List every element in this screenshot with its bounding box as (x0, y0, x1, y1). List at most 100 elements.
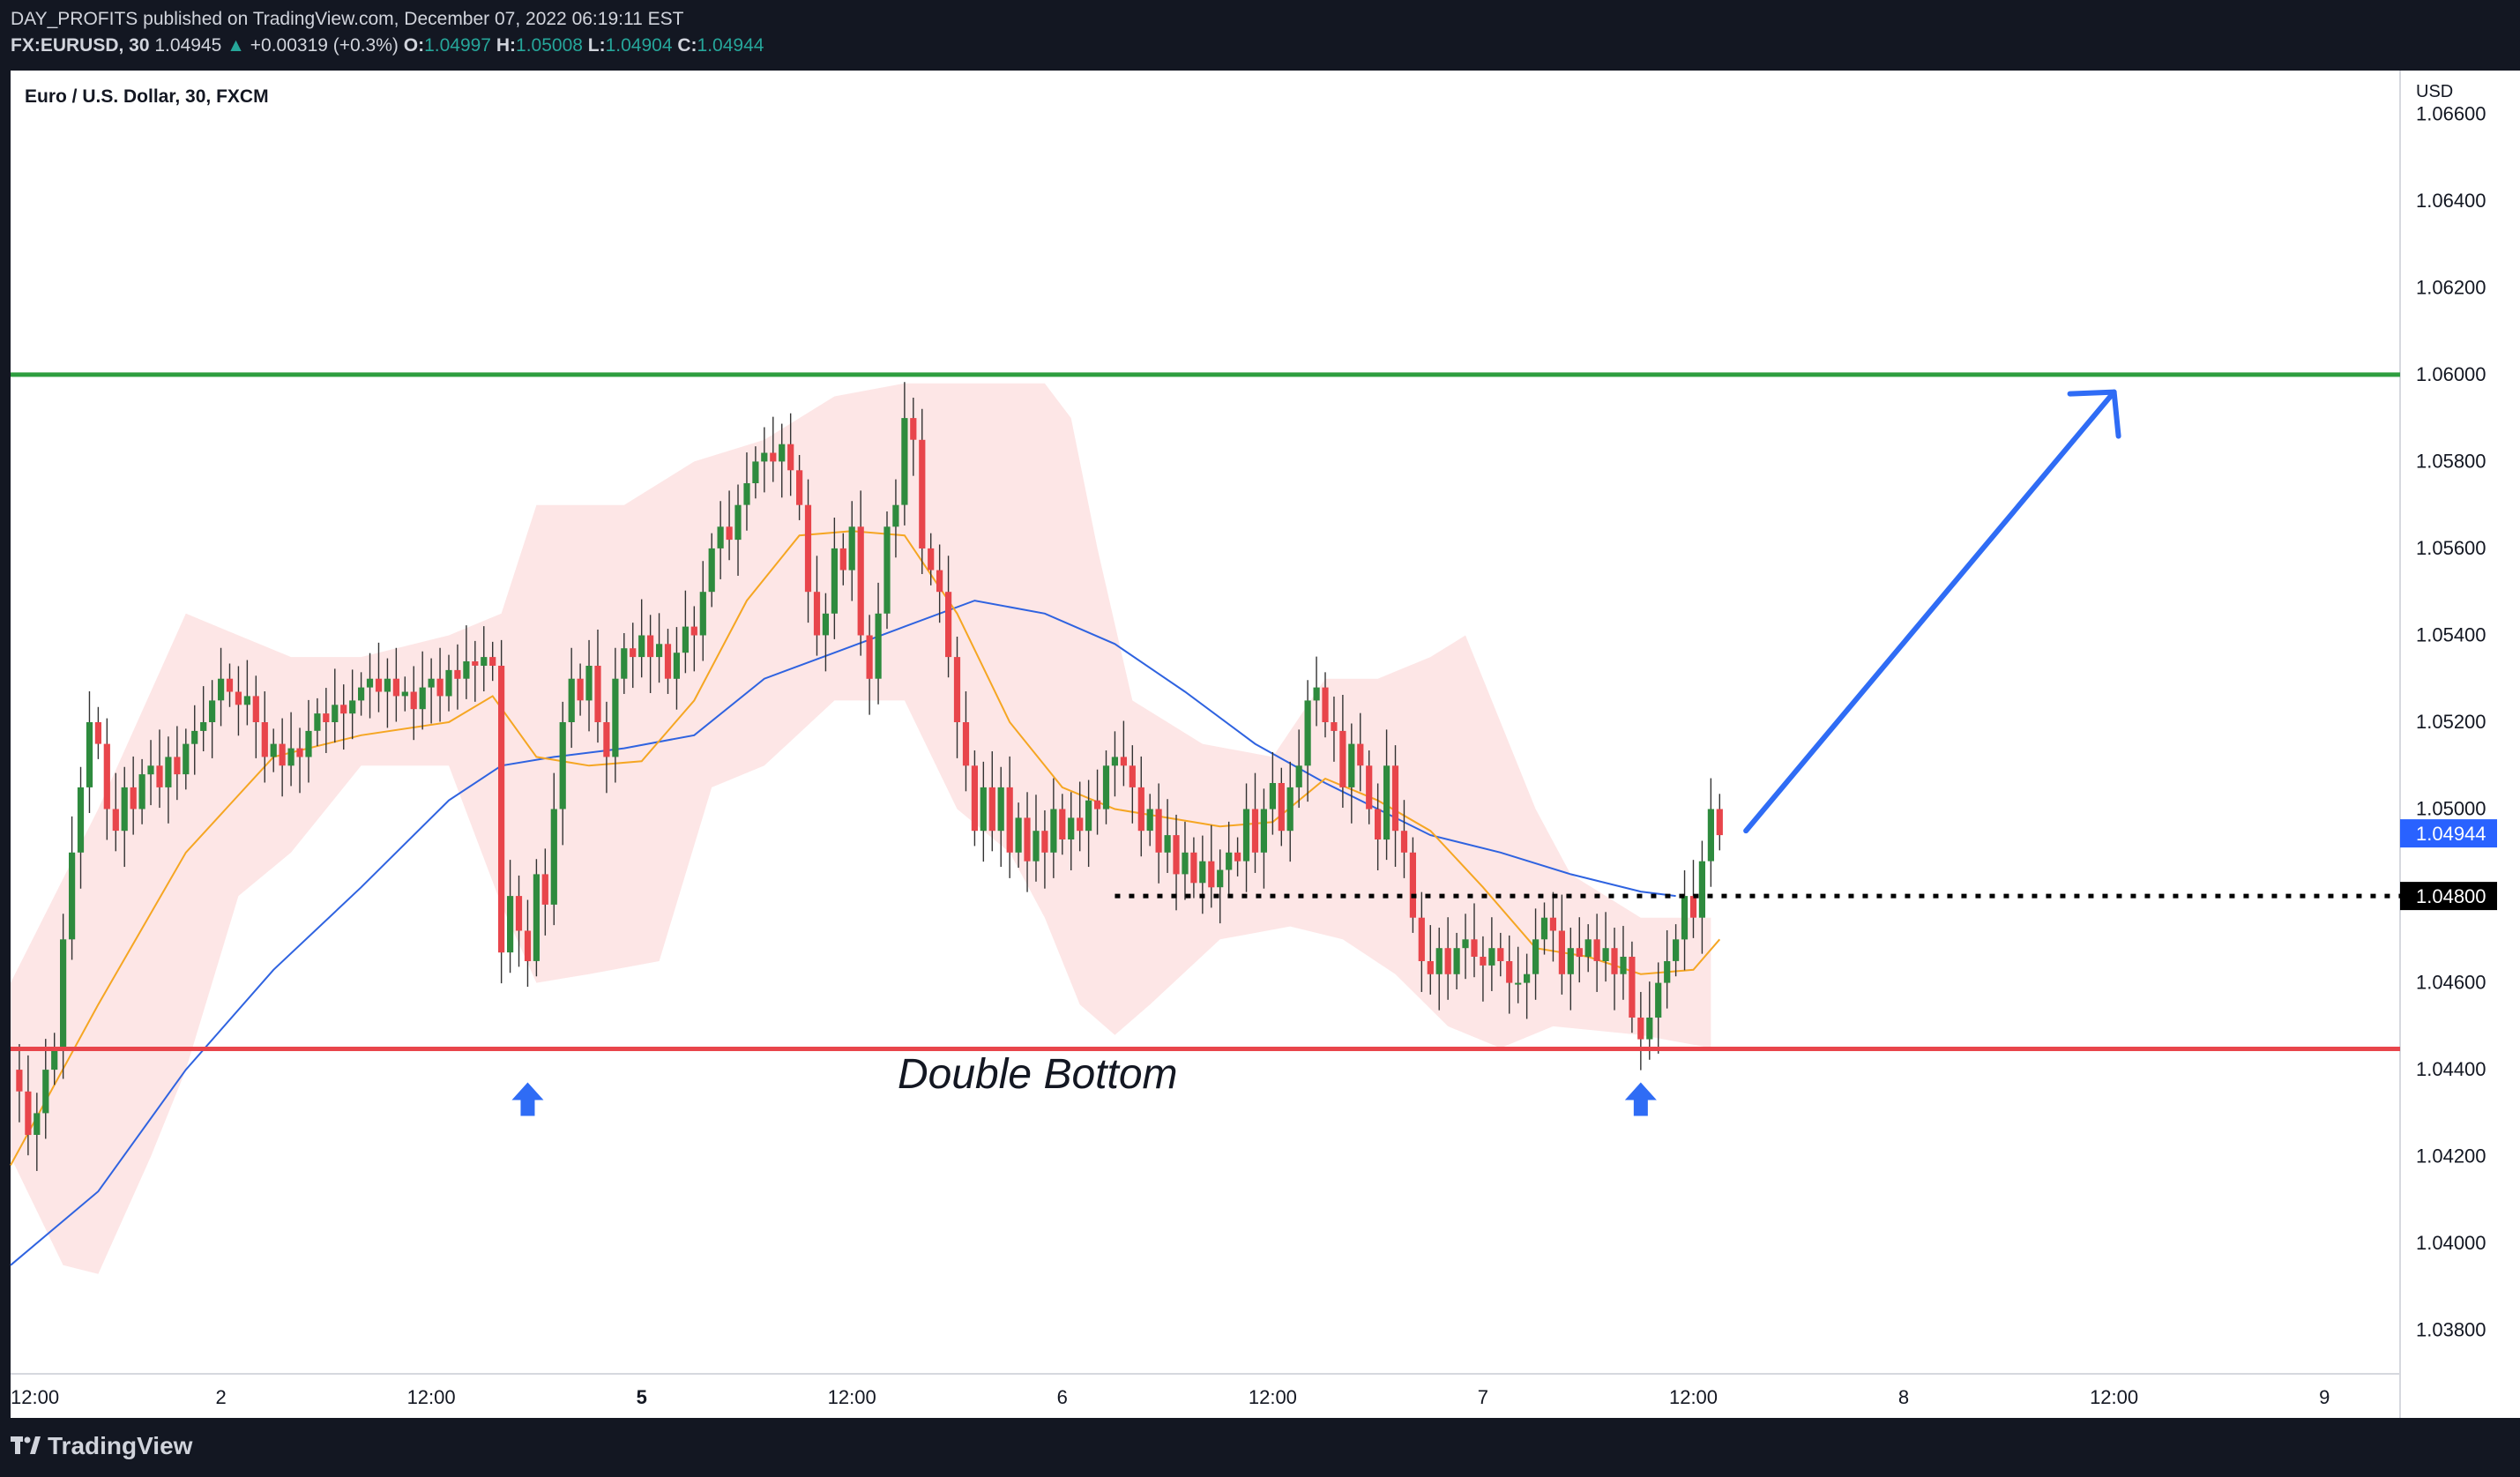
neckline-price-label: 1.04800 (2416, 885, 2486, 907)
symbol-label[interactable]: FX:EURUSD, 30 (11, 35, 150, 56)
candle-body (1664, 961, 1671, 983)
tradingview-brand: TradingView (48, 1432, 193, 1459)
x-tick-label: 12:00 (1669, 1386, 1718, 1408)
candle-body (1077, 817, 1084, 832)
candle-body (1549, 917, 1556, 931)
candle-body (1567, 948, 1574, 974)
candle-body (156, 765, 163, 787)
candle-body (332, 705, 339, 722)
candle-body (997, 787, 1004, 832)
candle-body (1532, 939, 1540, 974)
candle-body (892, 504, 899, 527)
price-change: +0.00319 (+0.3%) (250, 35, 399, 56)
x-tick-label: 12:00 (407, 1386, 456, 1408)
candle-body (1094, 800, 1101, 809)
candle-body (384, 678, 391, 692)
candle-body (472, 661, 479, 666)
candle-body (717, 526, 724, 548)
y-tick-label: 1.06600 (2416, 102, 2486, 124)
candle-body (515, 896, 523, 931)
candle-body (1453, 948, 1460, 974)
candle-body (51, 1048, 58, 1070)
low-label: L: (587, 35, 606, 56)
y-tick-label: 1.03800 (2416, 1319, 2486, 1341)
candle-body (866, 635, 873, 679)
candle-body (270, 743, 277, 757)
candle-body (638, 635, 645, 658)
candle-body (401, 691, 408, 697)
candle-body (1164, 835, 1171, 853)
candle-body (1400, 831, 1408, 853)
moving-averages (10, 530, 1721, 1266)
candle-body (218, 678, 225, 701)
candle-body (16, 1070, 23, 1092)
y-tick-label: 1.06400 (2416, 190, 2486, 212)
candle-body (1146, 809, 1153, 832)
candle-body (1339, 730, 1346, 787)
candle-body (980, 787, 987, 832)
candle-body (34, 1113, 41, 1135)
candle-body (1234, 852, 1241, 862)
candle-body (1278, 783, 1285, 832)
candle-body (971, 765, 978, 832)
high-value: 1.05008 (516, 35, 583, 56)
candle-body (1155, 809, 1162, 853)
candle-body (1558, 930, 1565, 974)
candle-body (1716, 809, 1723, 836)
candle-body (962, 722, 970, 766)
candle-body (305, 730, 312, 757)
current-price-label: 1.04944 (2416, 823, 2486, 845)
candle-body (165, 757, 172, 787)
candle-body (1199, 861, 1206, 884)
candle-body (1208, 861, 1215, 888)
candle-body (1269, 783, 1276, 809)
candle-body (1409, 852, 1416, 918)
candle-body (94, 722, 101, 744)
chart-title: Euro / U.S. Dollar, 30, FXCM (25, 86, 269, 107)
candle-body (428, 678, 435, 688)
y-tick-label: 1.04200 (2416, 1145, 2486, 1167)
candle-body (130, 787, 137, 809)
candle-body (86, 722, 93, 787)
candle-body (883, 526, 891, 614)
x-tick-label: 9 (2319, 1386, 2330, 1408)
candle-body (936, 570, 943, 593)
candle-body (1024, 817, 1031, 862)
candle-body (1129, 765, 1136, 787)
y-tick-label: 1.05600 (2416, 537, 2486, 559)
candle-body (621, 648, 628, 679)
candle-body (1304, 700, 1311, 766)
candle-body (314, 713, 321, 731)
candle-body (1260, 809, 1267, 853)
candle-body (147, 765, 154, 775)
candle-body (1488, 948, 1495, 966)
candle-body (1286, 787, 1294, 832)
candle-body (1068, 817, 1075, 839)
candle-body (1111, 757, 1118, 766)
candle-body (1655, 982, 1662, 1018)
candle-body (550, 809, 557, 905)
candle-body (1357, 743, 1364, 766)
ohlc-line: FX:EURUSD, 30 1.04945 ▲ +0.00319 (+0.3%)… (11, 35, 764, 56)
candle-body (647, 635, 654, 658)
candle-body (734, 504, 742, 541)
tradingview-logo[interactable]: TradingView (11, 1432, 192, 1460)
candle-body (445, 669, 452, 697)
candle-body (752, 461, 759, 483)
currency-label: USD (2416, 82, 2453, 101)
candle-body (1050, 809, 1057, 853)
candle-body (1480, 957, 1487, 966)
candle-body (1059, 809, 1066, 839)
author-name[interactable]: DAY_PROFITS (11, 9, 138, 29)
candle-body (761, 452, 768, 462)
candle-body (726, 526, 733, 541)
candle-body (1190, 852, 1197, 884)
candle-body (919, 439, 926, 548)
candle-body (1707, 809, 1714, 862)
candle-body (454, 669, 461, 679)
open-label: O: (403, 35, 425, 56)
price-axis[interactable] (2400, 71, 2520, 1418)
y-tick-label: 1.06200 (2416, 276, 2486, 298)
candle-body (1637, 1018, 1644, 1040)
